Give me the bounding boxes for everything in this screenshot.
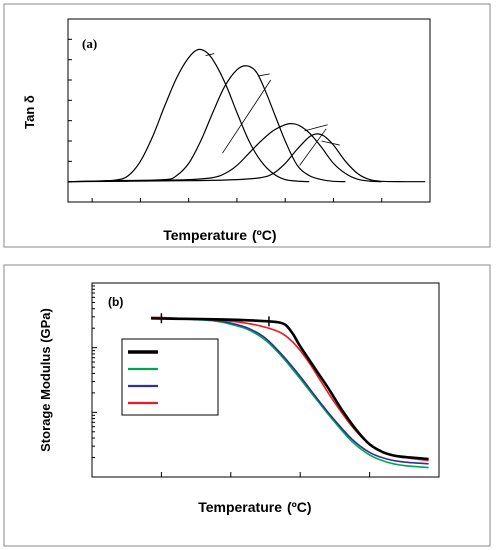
panel-b-xunit: (ºC) — [287, 499, 312, 515]
panel-b-legend — [121, 338, 219, 416]
panel-b-xlabel: Temperature — [198, 499, 282, 515]
panel-a-leader-line — [222, 79, 272, 154]
panel-a-series-line — [67, 65, 346, 183]
panel-a-label: (a) — [82, 36, 97, 51]
panel-b-ylabel: Storage Modulus (GPa) — [38, 308, 53, 452]
panel-a-series-line — [67, 48, 310, 183]
panel-a-frame — [3, 3, 491, 248]
panel-b-series-line — [150, 317, 429, 461]
panel-a-plot-frame — [67, 18, 431, 203]
panel-a-leader-line — [304, 124, 328, 132]
panel-a-axes — [67, 18, 431, 203]
panel-b-axes — [91, 282, 440, 478]
panel-a-xlabel: Temperature — [163, 227, 247, 243]
panel-a-series — [67, 48, 426, 183]
panel-a-leader-line — [258, 73, 270, 77]
panel-b-label: (b) — [108, 295, 123, 309]
panel-b-frame — [3, 264, 491, 547]
panel-a-annotations — [205, 53, 340, 166]
panel-a-ylabel: Tan δ — [22, 95, 37, 129]
panel-b-plot-frame — [91, 282, 440, 478]
panel-a-leader-line — [205, 53, 215, 56]
panel-a-leader-line — [299, 128, 327, 166]
panel-a-leader-line — [321, 140, 340, 146]
panel-a-series-line — [67, 123, 382, 183]
panel-a-series-line — [67, 133, 426, 183]
panel-a-xunit: (ºC) — [252, 227, 277, 243]
panel-b: (b) Storage Modulus (GPa) Temperature (º… — [3, 264, 491, 547]
panel-a: (a) Tan δ Temperature (ºC) — [3, 3, 491, 248]
panel-b-series — [150, 313, 429, 469]
